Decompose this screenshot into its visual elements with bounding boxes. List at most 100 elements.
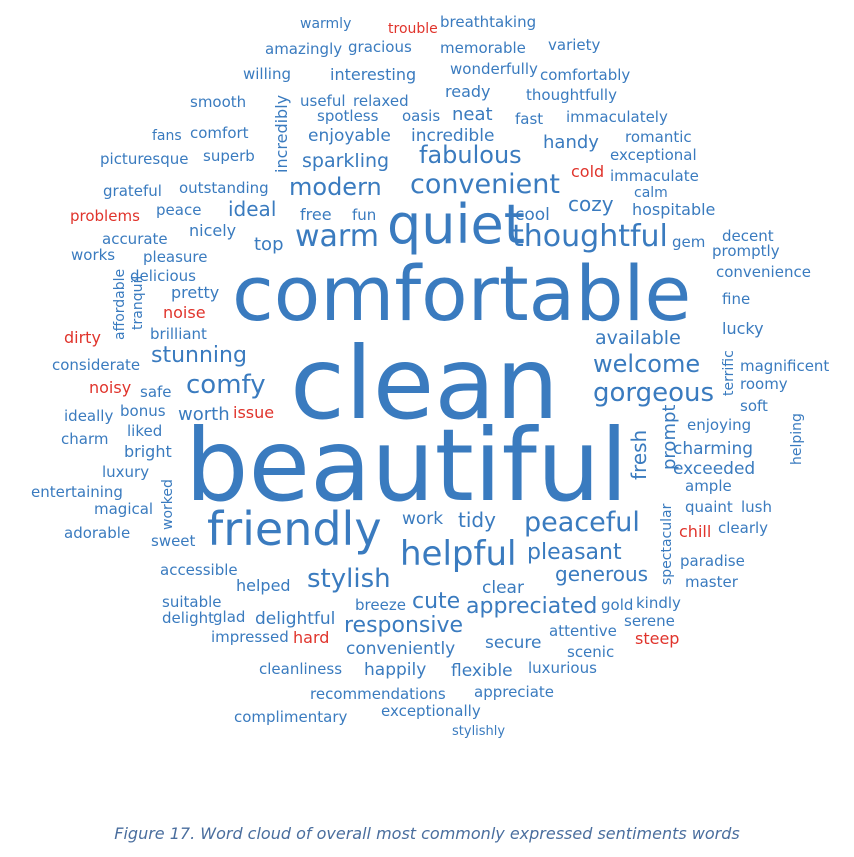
word-works: works [71,246,115,264]
word-magnificent: magnificent [740,357,829,375]
word-ideal: ideal [228,197,276,221]
word-roomy: roomy [740,375,788,393]
word-memorable: memorable [440,39,526,57]
word-clear: clear [482,578,524,598]
word-gracious: gracious [348,38,412,56]
word-worked: worked [160,479,176,530]
word-calm: calm [634,185,668,201]
word-delight: delight [162,609,214,627]
word-tidy: tidy [458,508,496,532]
word-spectacular: spectacular [659,503,675,585]
word-stunning: stunning [151,343,247,368]
word-noisy: noisy [89,378,131,397]
word-neat: neat [452,104,493,125]
word-gem: gem [672,233,705,251]
word-enjoying: enjoying [687,416,751,434]
word-issue: issue [233,403,274,422]
word-relaxed: relaxed [353,92,409,110]
word-lucky: lucky [722,319,764,338]
word-breathtaking: breathtaking [440,13,536,31]
word-work: work [402,509,443,529]
word-ideally: ideally [64,407,113,425]
word-adorable: adorable [64,524,130,542]
word-breeze: breeze [355,596,406,614]
word-picturesque: picturesque [100,150,188,168]
word-incredibly: incredibly [272,95,291,173]
word-pretty: pretty [171,283,219,302]
word-clearly: clearly [718,519,768,537]
word-enjoyable: enjoyable [308,126,391,146]
word-appreciate: appreciate [474,683,554,701]
word-superb: superb [203,147,255,165]
word-cozy: cozy [568,192,614,216]
word-immaculate: immaculate [610,167,699,185]
word-useful: useful [300,92,346,110]
word-accurate: accurate [102,230,168,248]
word-helping: helping [789,413,805,465]
word-flexible: flexible [451,661,513,681]
word-noise: noise [163,303,206,322]
word-promptly: promptly [712,242,780,260]
word-steep: steep [635,629,679,648]
word-interesting: interesting [330,65,416,84]
word-amazingly: amazingly [265,40,342,58]
word-fun: fun [352,206,376,224]
word-fabulous: fabulous [419,141,522,169]
word-terrific: terrific [721,350,737,396]
word-immaculately: immaculately [566,108,668,126]
word-welcome: welcome [593,350,700,378]
word-peaceful: peaceful [524,507,640,538]
word-responsive: responsive [344,613,463,638]
word-recommendations: recommendations [310,685,446,703]
word-suitable: suitable [162,593,221,611]
word-luxurious: luxurious [528,659,597,677]
word-willing: willing [243,65,291,83]
word-convenient: convenient [410,169,560,200]
word-hard: hard [293,628,329,647]
word-helpful: helpful [400,534,516,574]
word-free: free [300,205,332,224]
word-thoughtful: thoughtful [512,219,668,254]
word-gorgeous: gorgeous [593,378,714,408]
word-brilliant: brilliant [150,325,207,343]
word-convenience: convenience [716,263,811,281]
word-problems: problems [70,207,140,225]
word-lush: lush [741,498,772,516]
word-fast: fast [515,110,543,128]
word-available: available [595,327,681,349]
word-ample: ample [685,477,732,495]
word-paradise: paradise [680,552,745,570]
word-entertaining: entertaining [31,483,123,501]
word-complimentary: complimentary [234,708,347,726]
word-nicely: nicely [189,221,236,240]
word-fresh: fresh [627,430,651,480]
word-cool: cool [515,205,550,225]
word-oasis: oasis [402,107,440,125]
word-appreciated: appreciated [466,594,597,619]
word-trouble: trouble [388,21,438,37]
word-fine: fine [722,290,750,308]
word-beautiful: beautiful [185,407,628,524]
word-cleanliness: cleanliness [259,660,342,678]
word-charm: charm [61,430,108,448]
word-fans: fans [152,128,182,144]
word-friendly: friendly [207,502,382,556]
word-worth: worth [178,404,230,425]
word-magical: magical [94,500,153,518]
word-romantic: romantic [625,128,692,146]
word-luxury: luxury [102,463,149,481]
word-considerate: considerate [52,356,140,374]
word-spotless: spotless [317,107,379,125]
word-wonderfully: wonderfully [450,60,538,78]
word-helped: helped [236,576,291,595]
word-comfortable: comfortable [232,249,691,338]
word-stylish: stylish [307,564,391,594]
word-attentive: attentive [549,622,617,640]
word-stylishly: stylishly [452,724,505,739]
word-conveniently: conveniently [346,639,455,659]
word-dirty: dirty [64,328,101,347]
word-affordable: affordable [112,269,128,340]
word-cloud: warmly trouble breathtaking amazingly gracio… [31,13,829,739]
word-safe: safe [140,383,172,401]
word-prompt: prompt [659,405,680,470]
